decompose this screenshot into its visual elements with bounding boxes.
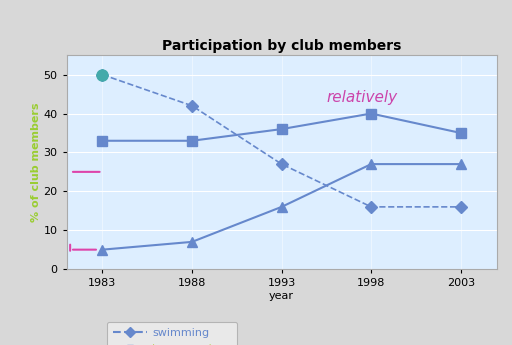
Y-axis label: % of club members: % of club members: [31, 102, 40, 222]
Text: relatively: relatively: [326, 90, 397, 105]
Title: Participation by club members: Participation by club members: [162, 39, 401, 53]
Legend: swimming, team sports, gym activities: swimming, team sports, gym activities: [106, 322, 237, 345]
X-axis label: year: year: [269, 291, 294, 301]
